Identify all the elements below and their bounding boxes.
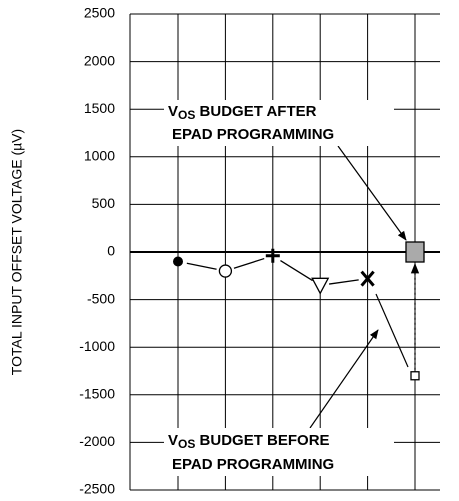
y-tick-label: -500 bbox=[87, 290, 115, 306]
y-tick-label: -1500 bbox=[79, 386, 115, 402]
point bbox=[173, 256, 183, 267]
point bbox=[405, 241, 425, 263]
annotation-bg bbox=[164, 100, 394, 146]
y-tick-label: -2000 bbox=[79, 433, 115, 449]
y-tick-label: 500 bbox=[92, 195, 116, 211]
annotation-arrow bbox=[309, 329, 379, 429]
annotation: EPAD PROGRAMMING bbox=[172, 126, 334, 143]
y-tick-label: 0 bbox=[107, 243, 115, 259]
y-tick-label: -2500 bbox=[79, 481, 115, 497]
y-tick-label: 2000 bbox=[84, 52, 115, 68]
y-tick-label: -1000 bbox=[79, 338, 115, 354]
point bbox=[218, 264, 233, 278]
y-tick-label: 1500 bbox=[84, 100, 115, 116]
connector bbox=[186, 262, 217, 270]
y-tick-label: 2500 bbox=[84, 5, 115, 21]
annotation: VOS BUDGET AFTER bbox=[168, 103, 317, 122]
annotation: EPAD PROGRAMMING bbox=[172, 456, 334, 473]
annotation: VOS BUDGET BEFORE bbox=[168, 432, 330, 451]
point bbox=[410, 371, 420, 381]
point bbox=[311, 277, 330, 295]
connector bbox=[280, 260, 313, 282]
connector bbox=[233, 257, 265, 269]
point bbox=[360, 270, 375, 287]
connector bbox=[329, 279, 359, 285]
y-axis-label: TOTAL INPUT OFFSET VOLTAGE (µV) bbox=[9, 129, 25, 375]
y-tick-label: 1000 bbox=[84, 148, 115, 164]
point bbox=[265, 248, 280, 263]
annotation-arrow bbox=[337, 145, 407, 241]
annotation-pointer bbox=[375, 293, 409, 368]
annotation-bg bbox=[164, 428, 394, 476]
